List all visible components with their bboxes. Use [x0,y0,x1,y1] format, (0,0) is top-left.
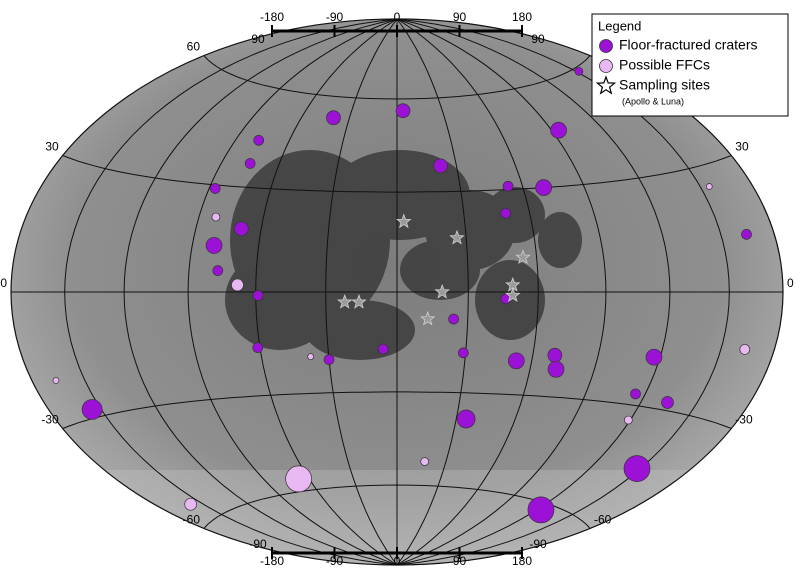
legend-note: (Apollo & Luna) [622,96,684,106]
crater-marker [420,457,430,466]
crater-marker [500,207,512,219]
crater-marker [547,347,563,363]
latitude-label: -30 [735,413,753,427]
crater-marker [645,348,663,366]
scale-bars: -180 -90 0 90 180 90 90 -180 -90 0 90 180 -90 -90 [249,10,547,568]
latitude-label: 30 [45,140,59,154]
crater-marker [739,344,751,355]
sampling-site [515,249,531,265]
crater-marker [630,388,641,400]
crater-marker [52,377,60,384]
legend-label: Sampling sites [619,77,710,93]
scale-label: 180 [512,10,532,24]
latitude-label: 60 [187,40,201,54]
crater-marker [661,396,674,409]
crater-marker [212,265,224,276]
latitude-label: -30 [41,413,59,427]
legend-symbol [599,39,613,53]
crater-marker [253,134,265,146]
meridian [396,18,469,566]
meridian [123,18,398,566]
meridian [396,18,539,566]
scale-label: 90 [453,10,467,24]
scale-label: 0 [394,554,401,568]
crater-marker [205,237,223,254]
crater-marker [448,313,459,325]
meridian [325,18,398,566]
legend-title: Legend [598,18,641,33]
crater-marker [527,496,555,524]
graticule: 60 30 0 -30 -60 30 0 -30 -60 [0,18,794,566]
crater-marker [231,278,244,292]
crater-marker [244,158,256,169]
crater-marker [209,183,221,194]
crater-marker [252,342,264,354]
crater-marker [81,399,103,420]
sampling-site [420,310,436,326]
crater-marker [285,465,312,493]
sampling-site [505,287,521,303]
crater-marker [252,290,264,301]
legend-label: Possible FFCs [619,57,710,73]
crater-marker [574,66,584,76]
meridian [187,18,398,566]
crater-marker [547,360,565,378]
crater-marker [456,409,476,429]
crater-marker [623,455,651,482]
meridian [64,18,398,566]
crater-marker [623,415,633,425]
legend-symbol [599,59,613,73]
crater-marker [535,179,553,196]
latitude-label: 0 [787,276,794,290]
crater-marker [502,180,514,192]
scale-label: -180 [260,554,284,568]
scale-label: -90 [326,554,344,568]
crater-marker [433,158,448,174]
sampling-site [395,213,412,229]
crater-marker [507,352,525,370]
crater-marker [457,347,469,359]
crater-marker [550,121,567,139]
scale-end-label: 90 [531,32,545,46]
crater-marker [326,110,341,126]
sampling-site [351,293,367,309]
globe-outline [10,18,784,566]
legend: Legend (Apollo & Luna) Floor-fractured c… [591,13,789,117]
meridian [396,18,730,566]
crater-marker [377,343,389,355]
meridian [396,18,607,566]
legend-box [591,13,789,117]
scale-label: 180 [512,554,532,568]
crater-marker [307,353,315,360]
crater-marker [233,221,249,237]
crater-marker [323,354,335,365]
latitude-label: 30 [735,140,749,154]
scale-label: -90 [326,10,344,24]
scale-end-label: -90 [249,537,267,551]
scale-end-label: 90 [251,32,265,46]
sampling-site [337,294,353,309]
legend-symbol [595,75,617,95]
sampling-site [434,283,450,299]
latitude-label: -60 [594,513,612,527]
sampling-site [449,229,465,245]
crater-marker [184,497,198,511]
crater-marker [741,229,752,240]
crater-marker [395,103,411,119]
markers [52,66,752,524]
latitude-label: 0 [0,276,7,290]
legend-label: Floor-fractured craters [619,37,757,53]
scale-label: -180 [260,10,284,24]
scale-end-label: -90 [529,537,547,551]
scale-label: 90 [453,554,467,568]
crater-marker [705,183,713,190]
latitude-label: -60 [183,513,201,527]
crater-marker [211,212,221,222]
scale-label: 0 [394,10,401,24]
